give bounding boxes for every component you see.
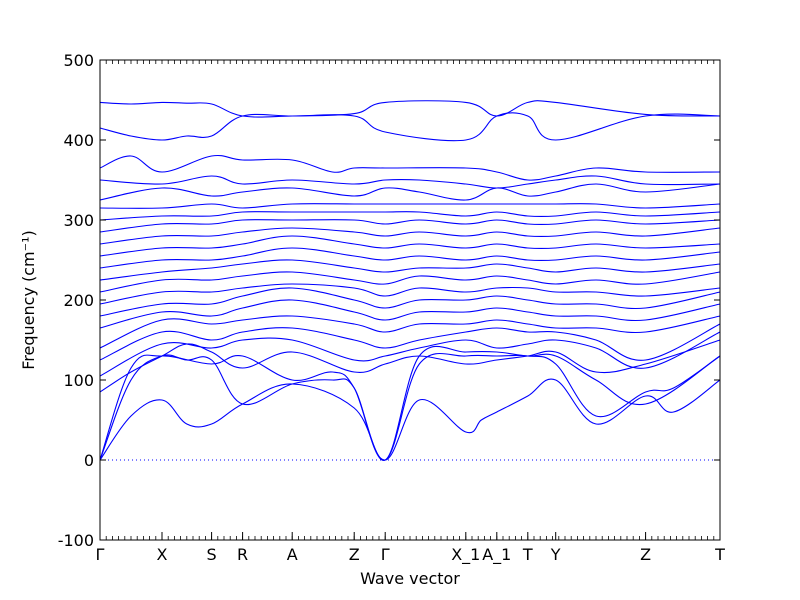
x-tick-label-: Γ xyxy=(96,545,105,564)
y-tick-label: 400 xyxy=(63,131,94,150)
phonon-band-12 xyxy=(99,259,721,281)
x-tick-label-Y: Y xyxy=(550,545,561,564)
x-tick-label-A: A xyxy=(287,545,298,564)
plot-frame xyxy=(99,59,721,541)
x-tick-label-T: T xyxy=(522,545,533,564)
phonon-band-5 xyxy=(99,331,721,377)
bands-layer xyxy=(99,100,721,461)
x-tick-label-T: T xyxy=(714,545,725,564)
phonon-band-9 xyxy=(99,287,721,317)
x-tick-label-R: R xyxy=(237,545,248,564)
phonon-band-10 xyxy=(99,283,721,305)
y-tick-label: -100 xyxy=(58,531,94,550)
x-tick-label-X1: X_1 xyxy=(451,545,480,565)
phonon-band-6 xyxy=(99,323,721,361)
phonon-band-19 xyxy=(99,183,721,201)
phonon-band-18 xyxy=(99,203,721,209)
x-tick-label-A1: A_1 xyxy=(482,545,511,565)
x-tick-label-Z: Z xyxy=(349,545,360,564)
x-axis-label: Wave vector xyxy=(360,569,460,588)
phonon-band-8 xyxy=(99,299,721,329)
phonon-band-1 xyxy=(99,378,721,461)
ticks-layer xyxy=(99,59,721,541)
phonon-band-14 xyxy=(99,235,721,257)
phonon-band-21 xyxy=(99,154,721,181)
phonon-band-16 xyxy=(99,219,721,233)
y-tick-label: 300 xyxy=(63,211,94,230)
y-tick-label: 100 xyxy=(63,371,94,390)
x-tick-label-S: S xyxy=(207,545,217,564)
phonon-band-20 xyxy=(99,175,721,189)
x-tick-label-Z: Z xyxy=(640,545,651,564)
phonon-band-7 xyxy=(99,315,721,349)
phonon-band-11 xyxy=(99,271,721,293)
phonon-band-22 xyxy=(99,112,721,142)
x-tick-label-X: X xyxy=(157,545,168,564)
y-tick-label: 0 xyxy=(84,451,94,470)
y-tick-label: 500 xyxy=(63,51,94,70)
y-axis-label: Frequency (cm⁻¹) xyxy=(19,230,38,369)
phonon-band-17 xyxy=(99,211,721,221)
y-tick-label: 200 xyxy=(63,291,94,310)
phonon-band-3 xyxy=(99,345,721,461)
phonon-band-13 xyxy=(99,247,721,269)
phonon-band-23 xyxy=(99,100,721,118)
x-tick-label-: Γ xyxy=(381,545,390,564)
phonon-band-4 xyxy=(99,339,721,393)
phonon-band-15 xyxy=(99,227,721,245)
